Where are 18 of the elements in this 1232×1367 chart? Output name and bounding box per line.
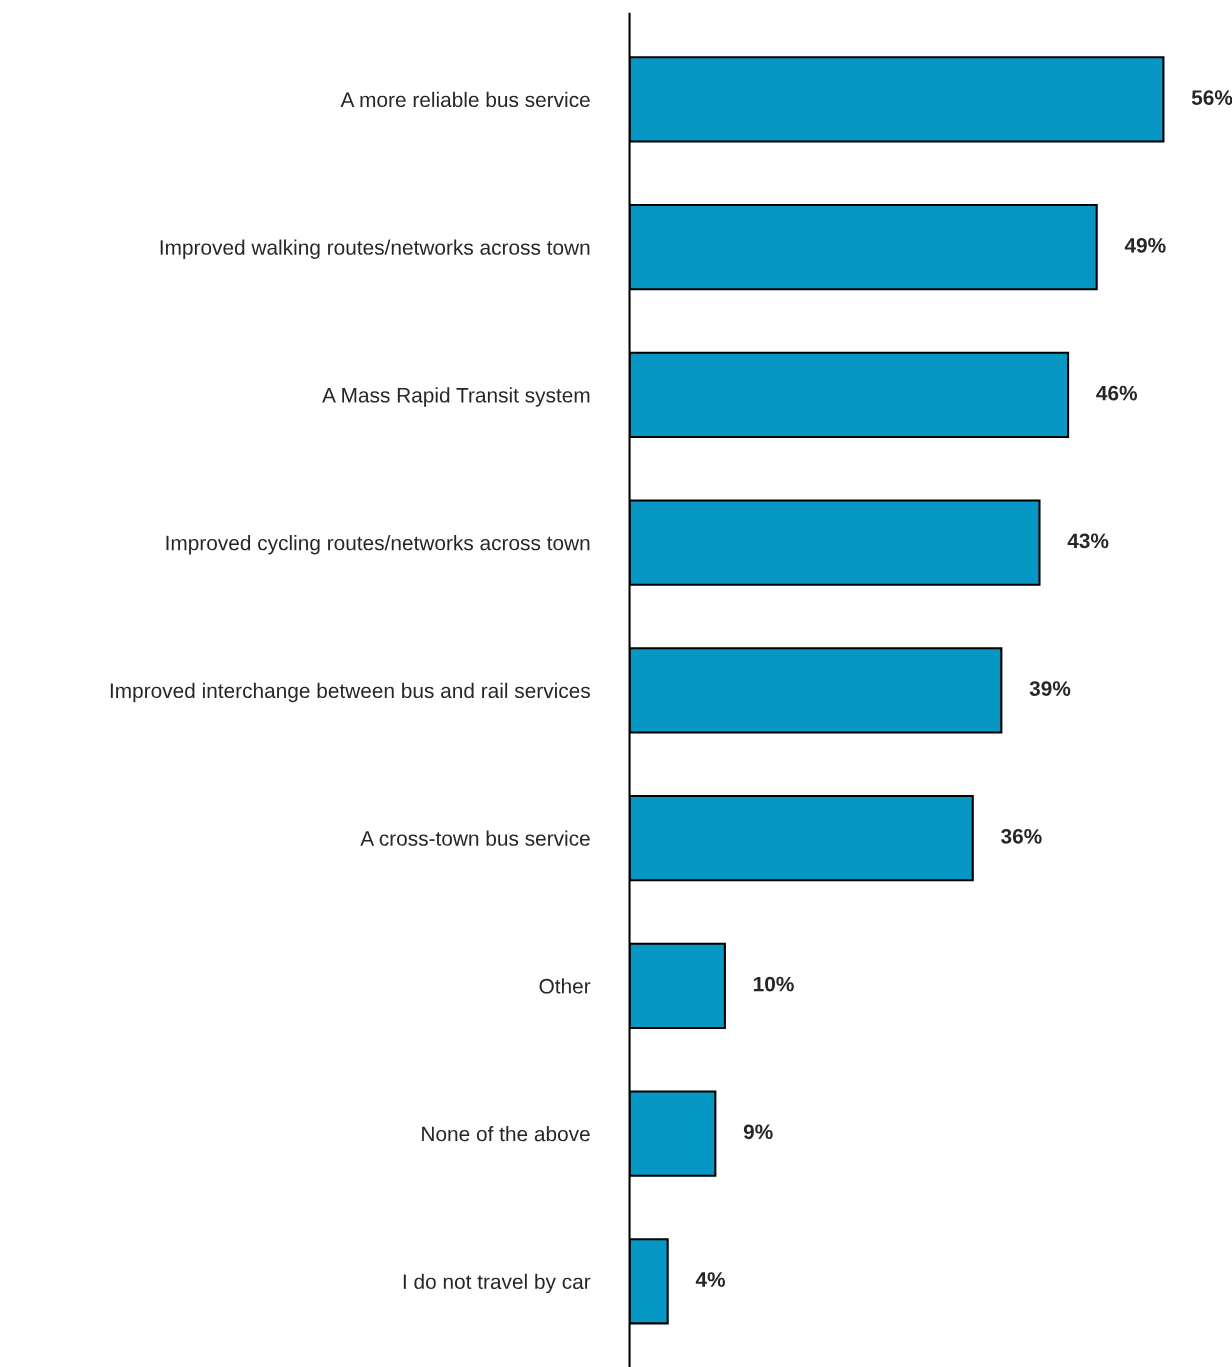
data-label: 49% <box>1124 237 1166 253</box>
data-label: 4% <box>695 1272 726 1287</box>
y-tick-label: Other <box>539 978 591 994</box>
data-label: 43% <box>1067 533 1109 549</box>
data-label: 46% <box>1096 385 1138 401</box>
y-tick-label: Improved walking routes/networks across town <box>160 239 590 259</box>
y-tick-label: None of the above <box>422 1126 590 1142</box>
data-label: 10% <box>753 976 794 992</box>
data-label: 36% <box>1001 828 1042 844</box>
y-tick-label: I do not travel by car <box>403 1273 591 1294</box>
y-tick-label: A cross-town bus service <box>360 830 590 846</box>
data-label: 9% <box>743 1124 773 1140</box>
data-label: 56% <box>1191 90 1232 105</box>
y-tick-label: Improved interchange between bus and rail services <box>110 682 590 703</box>
y-tick-label: A Mass Rapid Transit system <box>322 387 590 407</box>
y-tick-label: Improved cycling routes/networks across town <box>166 535 590 555</box>
y-tick-label: A more reliable bus service <box>340 91 590 108</box>
data-label: 39% <box>1029 681 1071 696</box>
